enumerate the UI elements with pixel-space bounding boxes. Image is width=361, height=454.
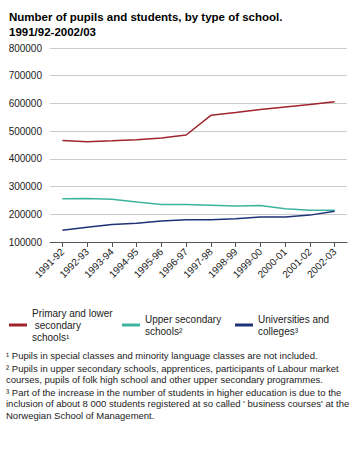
svg-text:1995-96: 1995-96: [131, 246, 166, 280]
svg-text:Universities and: Universities and: [258, 314, 332, 325]
svg-text:secondary: secondary: [32, 320, 84, 331]
svg-text:1994-95: 1994-95: [106, 246, 141, 280]
svg-text:2001-02: 2001-02: [280, 246, 314, 280]
svg-text:1998-99: 1998-99: [205, 246, 240, 280]
html-text:² Pupils in upper secondary sc: ² Pupils in upper secondary schools, app…: [6, 362, 339, 385]
svg-text:schools²: schools²: [145, 326, 183, 337]
svg-text:schools¹: schools¹: [32, 332, 70, 343]
svg-text:Number of pupils and students,: Number of pupils and students, by type o…: [9, 11, 282, 23]
svg-text:1991/92-2002/03: 1991/92-2002/03: [9, 26, 96, 38]
svg-text:100000: 100000: [9, 237, 43, 248]
svg-text:Primary and lower: Primary and lower: [32, 308, 113, 319]
svg-text:300000: 300000: [9, 181, 43, 192]
svg-text:1992-93: 1992-93: [57, 246, 91, 280]
svg-text:1991-92: 1991-92: [32, 246, 67, 280]
html-text:³ Part of the increase in the: ³ Part of the increase in the number of …: [6, 386, 350, 421]
svg-text:1996-97: 1996-97: [156, 246, 190, 280]
svg-text:400000: 400000: [9, 153, 43, 164]
svg-text:Upper secondary: Upper secondary: [145, 314, 224, 325]
svg-text:200000: 200000: [9, 209, 43, 220]
svg-text:600000: 600000: [9, 98, 43, 109]
svg-text:700000: 700000: [9, 70, 43, 81]
svg-text:1993-94: 1993-94: [82, 246, 116, 280]
svg-text:500000: 500000: [9, 126, 43, 137]
svg-text:800000: 800000: [9, 43, 43, 54]
svg-text:2002-03: 2002-03: [305, 246, 339, 280]
svg-text:1999-00: 1999-00: [230, 246, 265, 280]
html-text:¹ Pupils in special classes an: ¹ Pupils in special classes and minority…: [6, 350, 318, 361]
svg-text:1997-98: 1997-98: [181, 246, 215, 280]
svg-text:colleges³: colleges³: [258, 326, 299, 337]
svg-text:2000-01: 2000-01: [255, 246, 289, 280]
